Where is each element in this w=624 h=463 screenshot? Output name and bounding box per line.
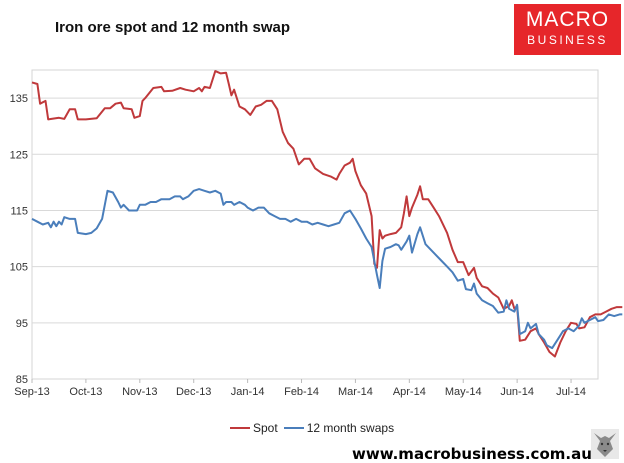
wolf-logo-icon — [591, 429, 619, 459]
legend-swatch-swaps — [283, 427, 304, 429]
x-tick-label: Mar-14 — [338, 386, 373, 398]
series-line-spot — [31, 70, 623, 358]
y-tick-label: 115 — [10, 205, 28, 217]
y-tick-label: 135 — [10, 93, 28, 105]
y-tick-labels: 85 95 105 115 125 135 — [10, 93, 28, 386]
x-tick-label: Oct-13 — [69, 386, 102, 398]
legend-item-spot: Spot — [230, 421, 278, 435]
x-tick-label: May-14 — [445, 386, 482, 398]
x-tick-label: Nov-13 — [122, 386, 157, 398]
legend-item-swaps: 12 month swaps — [283, 421, 395, 435]
chart-legend: Spot 12 month swaps — [230, 421, 400, 435]
legend-swatch-spot — [230, 427, 250, 429]
x-tick-label: Sep-13 — [14, 386, 49, 398]
y-tick-label: 95 — [16, 318, 28, 330]
x-tick-labels: Sep-13 Oct-13 Nov-13 Dec-13 Jan-14 Feb-14 Mar-… — [14, 379, 586, 398]
y-tick-label: 85 — [16, 374, 28, 386]
x-tick-label: Feb-14 — [284, 386, 319, 398]
x-tick-label: Jun-14 — [500, 386, 534, 398]
x-tick-label: Jul-14 — [556, 386, 586, 398]
series-lines — [31, 70, 623, 358]
legend-label-swaps: 12 month swaps — [306, 421, 395, 435]
y-tick-label: 125 — [10, 149, 28, 161]
series-line-swaps — [31, 188, 623, 350]
logo-line-2: BUSINESS — [527, 33, 608, 47]
x-tick-label: Dec-13 — [176, 386, 211, 398]
chart-title: Iron ore spot and 12 month swap — [55, 19, 291, 36]
y-tick-label: 105 — [10, 262, 28, 274]
x-tick-label: Jan-14 — [231, 386, 265, 398]
website-link[interactable]: www.macrobusiness.com.au — [352, 445, 592, 463]
x-tick-label: Apr-14 — [393, 386, 426, 398]
logo-line-1: MACRO — [525, 8, 610, 31]
grid-lines — [32, 97, 598, 324]
legend-label-spot: Spot — [253, 421, 278, 435]
macrobusiness-logo[interactable]: MACRO BUSINESS — [514, 4, 621, 55]
